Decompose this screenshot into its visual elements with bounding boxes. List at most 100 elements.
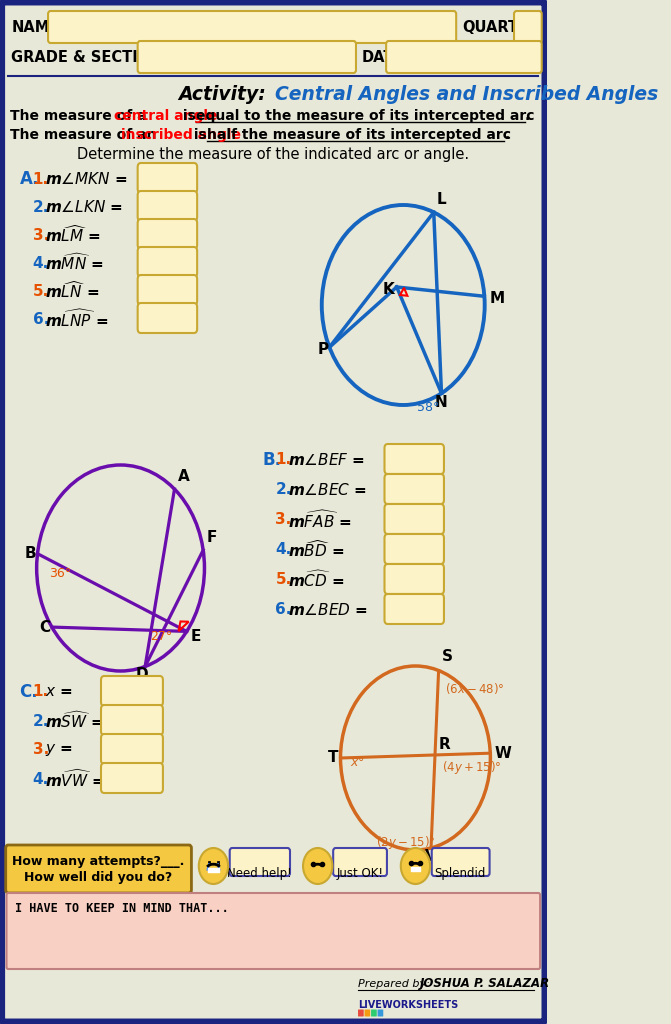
Text: is: is (189, 128, 211, 142)
Text: L: L (437, 193, 447, 207)
FancyBboxPatch shape (138, 41, 356, 73)
Text: K: K (383, 282, 395, 297)
Text: m$\angle LKN$ =: m$\angle LKN$ = (45, 199, 123, 215)
Text: 5.: 5. (275, 572, 292, 588)
Text: 58°: 58° (417, 400, 440, 414)
Text: 5.: 5. (33, 284, 49, 299)
Text: m$\widehat{SW}$ =: m$\widehat{SW}$ = (45, 711, 104, 731)
Text: m$\angle BEC$ =: m$\angle BEC$ = (288, 482, 366, 498)
Text: 3.: 3. (275, 512, 292, 527)
Text: inscribed angle: inscribed angle (121, 128, 241, 142)
Text: F: F (207, 530, 217, 545)
Text: A: A (178, 469, 189, 484)
Text: $y$ =: $y$ = (45, 742, 72, 758)
FancyBboxPatch shape (384, 534, 444, 564)
FancyBboxPatch shape (384, 594, 444, 624)
Text: C: C (39, 620, 50, 635)
Circle shape (401, 848, 430, 884)
Text: m$\widehat{FAB}$ =: m$\widehat{FAB}$ = (288, 510, 352, 530)
Text: T: T (327, 751, 338, 766)
Text: Determine the measure of the indicated arc or angle.: Determine the measure of the indicated a… (77, 146, 469, 162)
FancyBboxPatch shape (5, 845, 191, 893)
Text: $(4y + 15)°$: $(4y + 15)°$ (442, 759, 501, 776)
FancyBboxPatch shape (431, 848, 490, 876)
Text: GRADE & SECTION: GRADE & SECTION (11, 50, 163, 66)
Text: equal to the measure of its intercepted arc: equal to the measure of its intercepted … (197, 109, 535, 123)
Circle shape (303, 848, 332, 884)
Text: Central Angles and Inscribed Angles: Central Angles and Inscribed Angles (274, 85, 658, 104)
FancyBboxPatch shape (101, 763, 163, 793)
FancyBboxPatch shape (364, 1010, 370, 1017)
FancyBboxPatch shape (138, 191, 197, 221)
FancyBboxPatch shape (514, 11, 541, 43)
Text: Splendid: Splendid (435, 867, 486, 881)
Text: 1.: 1. (33, 684, 49, 699)
Text: S: S (442, 648, 453, 664)
Text: 6.: 6. (275, 602, 292, 617)
Text: m$\angle MKN$ =: m$\angle MKN$ = (45, 171, 127, 187)
FancyBboxPatch shape (384, 504, 444, 534)
Text: m$\angle BEF$ =: m$\angle BEF$ = (288, 452, 364, 468)
Text: 4.: 4. (33, 256, 49, 270)
Text: 4.: 4. (275, 543, 292, 557)
Text: P: P (317, 342, 328, 356)
Text: W: W (495, 745, 511, 761)
Text: 1.: 1. (275, 453, 291, 468)
Text: NAME: NAME (11, 20, 60, 36)
Text: B: B (24, 546, 36, 561)
FancyBboxPatch shape (138, 219, 197, 249)
Text: $x$ =: $x$ = (45, 684, 72, 699)
Text: $x°$: $x°$ (350, 756, 365, 769)
Text: 6.: 6. (33, 311, 49, 327)
Text: 3.: 3. (33, 742, 49, 758)
Text: JOSHUA P. SALAZAR: JOSHUA P. SALAZAR (419, 978, 550, 990)
Text: m$\widehat{MN}$ =: m$\widehat{MN}$ = (45, 253, 104, 273)
Text: Just OK!: Just OK! (337, 867, 384, 881)
Text: m$\widehat{LNP}$ =: m$\widehat{LNP}$ = (45, 308, 108, 330)
Text: LIVEWORKSHEETS: LIVEWORKSHEETS (358, 1000, 459, 1010)
Text: Need help!: Need help! (227, 867, 293, 881)
Text: m$\widehat{LN}$ =: m$\widehat{LN}$ = (45, 281, 99, 301)
Text: QUARTER: QUARTER (462, 20, 539, 36)
Text: The measure of an: The measure of an (10, 128, 161, 142)
Text: 36°: 36° (49, 567, 71, 581)
Text: m$\widehat{BD}$ =: m$\widehat{BD}$ = (288, 540, 344, 560)
Text: How many attempts?___.: How many attempts?___. (12, 855, 185, 868)
Text: 2.: 2. (275, 482, 292, 498)
FancyBboxPatch shape (386, 41, 541, 73)
Text: m$\widehat{VW}$ =: m$\widehat{VW}$ = (45, 768, 105, 790)
Text: .: . (504, 128, 509, 142)
Text: The measure of a: The measure of a (10, 109, 151, 123)
FancyBboxPatch shape (358, 1010, 364, 1017)
FancyBboxPatch shape (384, 444, 444, 474)
Text: B.: B. (262, 451, 281, 469)
FancyBboxPatch shape (371, 1010, 376, 1017)
Text: 2.: 2. (33, 200, 49, 214)
Text: 27°: 27° (150, 630, 172, 643)
Text: C.: C. (19, 683, 38, 701)
Text: $(6x - 48)°$: $(6x - 48)°$ (445, 681, 505, 695)
Text: is: is (178, 109, 201, 123)
Text: m$\widehat{LM}$ =: m$\widehat{LM}$ = (45, 224, 101, 246)
Text: M: M (489, 291, 505, 306)
FancyBboxPatch shape (138, 303, 197, 333)
Text: 2.: 2. (33, 714, 49, 728)
Text: How well did you do?: How well did you do? (24, 871, 172, 885)
Text: .: . (525, 109, 530, 123)
FancyBboxPatch shape (138, 247, 197, 278)
Text: central angle: central angle (114, 109, 217, 123)
Text: 4.: 4. (33, 771, 49, 786)
Text: D: D (136, 668, 148, 683)
Text: Activity:: Activity: (178, 85, 273, 104)
FancyBboxPatch shape (101, 734, 163, 764)
Text: V: V (425, 849, 437, 864)
FancyBboxPatch shape (101, 676, 163, 706)
Text: half the measure of its intercepted arc: half the measure of its intercepted arc (207, 128, 511, 142)
Text: 3.: 3. (33, 227, 49, 243)
Text: 1.: 1. (33, 171, 49, 186)
Text: R: R (439, 737, 451, 753)
Circle shape (199, 848, 228, 884)
FancyBboxPatch shape (229, 848, 290, 876)
FancyBboxPatch shape (378, 1010, 383, 1017)
Text: m$\widehat{CD}$ =: m$\widehat{CD}$ = (288, 569, 344, 590)
